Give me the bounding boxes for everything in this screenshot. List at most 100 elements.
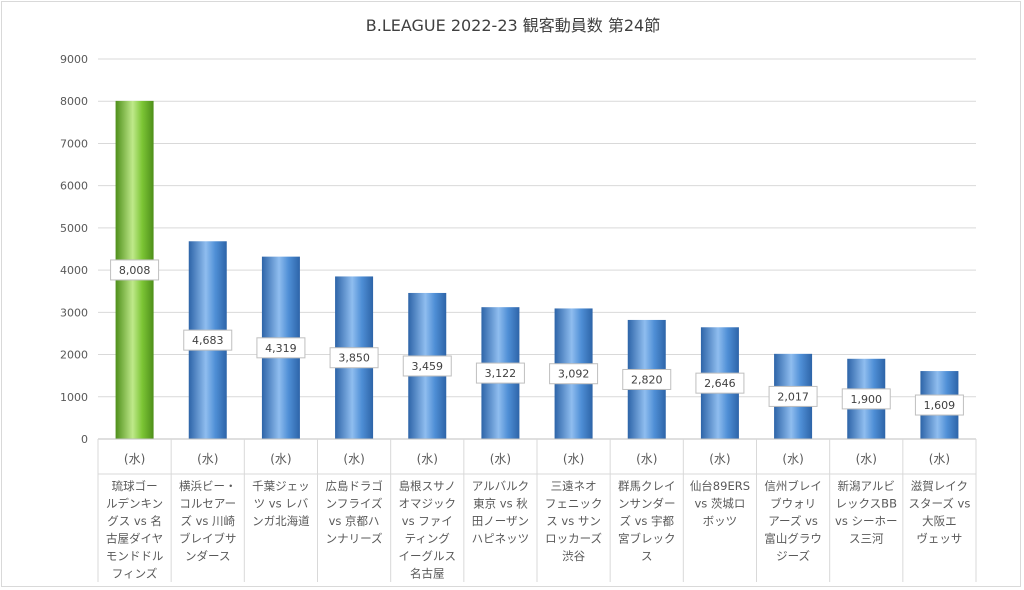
x-day-label: (水): [124, 452, 145, 466]
data-label-text: 3,092: [558, 368, 590, 381]
x-day-label: (水): [929, 452, 950, 466]
x-category-label: vs 京都ハ: [329, 514, 380, 528]
y-tick-label: 6000: [60, 180, 88, 193]
x-day-label: (水): [343, 452, 364, 466]
data-label-box: [695, 372, 745, 394]
data-label-box: [914, 394, 964, 416]
chart-title: B.LEAGUE 2022-23 観客動員数 第24節: [366, 16, 660, 35]
data-label-text: 3,459: [412, 360, 444, 373]
x-category-label: レックスBB: [836, 497, 898, 511]
x-category-label: 渋谷: [562, 549, 585, 563]
x-category-label: 群馬クレイ: [618, 479, 676, 493]
x-day-label: (水): [709, 452, 730, 466]
y-axis: 0 1000 2000 3000 4000 5000 6000 7000 8000 9000: [60, 53, 88, 446]
x-category-label: ロッカーズ: [545, 532, 602, 546]
data-label: 2,646: [695, 372, 745, 394]
x-category-label: ルデンキン: [106, 497, 163, 511]
x-category-label: フィンズ: [112, 567, 158, 581]
x-category-label: ンダース: [185, 549, 230, 563]
x-category-label: 新潟アルビ: [838, 479, 895, 493]
x-category-label: 仙台89ERS: [690, 479, 750, 493]
x-category-label: ス三河: [849, 532, 884, 546]
data-label: 2,820: [622, 368, 672, 390]
data-label-box: [256, 337, 306, 359]
y-tick-label: 5000: [60, 222, 88, 235]
x-category-label: ティング: [405, 532, 451, 546]
data-label: 1,900: [841, 388, 891, 410]
y-tick-label: 7000: [60, 137, 88, 150]
x-category-label: アーズ vs: [768, 514, 818, 528]
data-label-box: [402, 355, 452, 377]
x-category-label: ボッツ: [703, 514, 738, 528]
x-category-label: ンフライズ: [326, 497, 383, 511]
x-day-label: (水): [417, 452, 438, 466]
y-tick-label: 8000: [60, 95, 88, 108]
x-category-label: フェニック: [545, 497, 603, 511]
x-category-label: 島根スサノ: [399, 479, 456, 493]
x-category-label: ス: [641, 549, 653, 563]
x-day-label: (水): [636, 452, 657, 466]
data-label-text: 2,646: [704, 377, 736, 390]
data-label-box: [622, 368, 672, 390]
x-category-label: 東京 vs 秋: [473, 497, 528, 511]
data-label: 2,017: [768, 385, 818, 407]
data-label: 3,122: [475, 362, 525, 384]
gridlines: [98, 58, 976, 440]
x-category-label: アルバルク: [472, 479, 529, 493]
x-category-label: ンサンダー: [618, 497, 676, 511]
data-label-text: 2,017: [777, 390, 809, 403]
x-category-label: イーグルス: [399, 549, 457, 563]
x-category-label: vs 茨城ロ: [694, 497, 745, 511]
data-label-text: 4,683: [192, 334, 224, 347]
y-tick-label: 9000: [60, 53, 88, 66]
x-category-label: 田ノーザン: [472, 514, 529, 528]
data-label-text: 3,122: [485, 367, 517, 380]
x-category-label: コルセアー: [179, 497, 236, 511]
x-category-label: モンドドル: [106, 549, 164, 563]
x-category-label: vs ファイ: [402, 514, 453, 528]
data-label: 1,609: [914, 394, 964, 416]
x-category-label: スターズ vs: [908, 497, 970, 511]
data-label-box: [183, 329, 233, 351]
data-label: 3,092: [549, 363, 599, 385]
y-tick-label: 0: [81, 433, 88, 446]
x-day-label: (水): [856, 452, 877, 466]
x-category-label: 千葉ジェッ: [252, 479, 310, 493]
x-day-label: (水): [270, 452, 291, 466]
x-category-label: 信州ブレイ: [764, 479, 822, 493]
x-day-label: (水): [563, 452, 584, 466]
data-label: 4,683: [183, 329, 233, 351]
x-category-label: 横浜ビー・: [179, 479, 237, 493]
y-tick-label: 2000: [60, 349, 88, 362]
x-day-label: (水): [197, 452, 218, 466]
y-tick-label: 1000: [60, 391, 88, 404]
x-category-label: ブウォリ: [770, 497, 816, 511]
x-category-label: ンガ北海道: [252, 514, 310, 528]
x-category-label: ツ vs レバ: [254, 497, 309, 511]
x-category-label: 名古屋: [410, 567, 445, 581]
data-label: 8,008: [110, 259, 160, 281]
data-label-box: [110, 259, 160, 281]
x-category-label: vs シーホー: [835, 514, 897, 528]
x-category-label: 広島ドラゴ: [325, 479, 383, 493]
x-day-label: (水): [490, 452, 511, 466]
data-label-text: 3,850: [338, 352, 370, 365]
x-category-label: ス vs サン: [546, 514, 601, 528]
x-category-label: 三遠ネオ: [551, 479, 597, 493]
x-category-label: 古屋ダイヤ: [106, 532, 163, 546]
data-label-text: 2,820: [631, 373, 663, 386]
data-label: 3,459: [402, 355, 452, 377]
value-labels: 8,008 4,683 4,319 3,850 3,459 3,122 3,092 2,820…: [110, 259, 964, 416]
x-category-label: グス vs 名: [107, 514, 162, 528]
data-label: 4,319: [256, 337, 306, 359]
x-category-label: ハピネッツ: [472, 532, 530, 546]
x-category-label: 琉球ゴー: [112, 479, 158, 493]
x-category-label: 宮ブレック: [618, 532, 676, 546]
x-category-label: ズ vs 宇都: [619, 514, 674, 528]
y-tick-label: 4000: [60, 264, 88, 277]
data-label-box: [768, 385, 818, 407]
x-day-label: (水): [782, 452, 803, 466]
